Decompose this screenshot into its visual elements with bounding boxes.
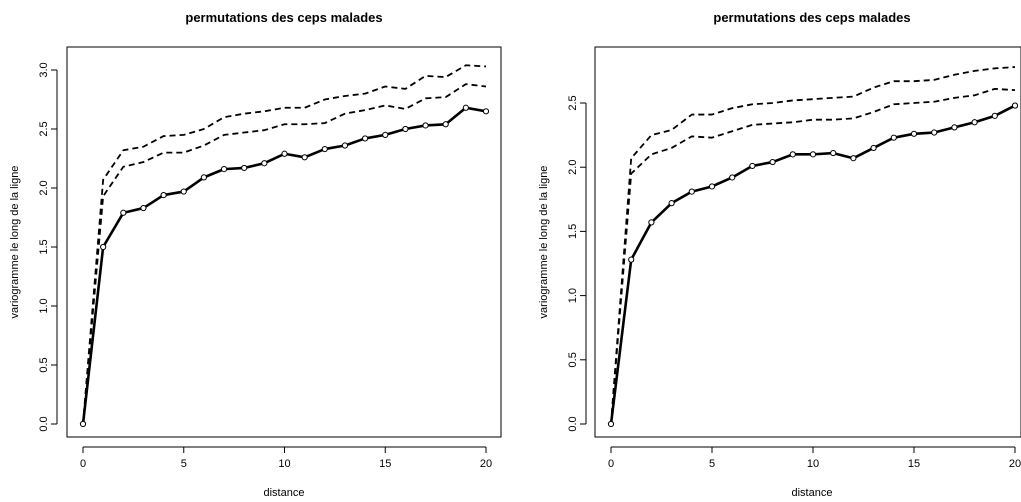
x-tick-label-2-1: 5 (709, 458, 715, 470)
data-point-2-16 (931, 129, 938, 136)
y-axis-label-2: variogramme le long de la ligne (538, 166, 550, 319)
data-point-1-16 (402, 125, 409, 133)
chart-title-2: permutations des ceps malades (713, 10, 910, 25)
data-point-1-5 (180, 188, 187, 195)
data-point-1-12 (321, 145, 328, 153)
data-point-2-5 (708, 183, 716, 190)
data-point-1-1 (100, 243, 107, 251)
x-axis-label-1: distance (264, 487, 305, 499)
series-lower-line-2 (610, 87, 1016, 425)
data-point-2-4 (688, 188, 695, 195)
x-tick-label-2-4: 20 (1009, 458, 1021, 470)
y-tick-label-2-4: 2.0 (567, 160, 579, 175)
data-point-2-9 (789, 151, 796, 158)
data-point-1-6 (200, 174, 207, 181)
plot-frame-1 (66, 46, 502, 438)
data-point-1-17 (422, 122, 429, 129)
data-point-2-11 (830, 149, 837, 157)
data-point-2-20 (1011, 102, 1019, 109)
x-tick-label-2-0: 0 (608, 458, 614, 470)
data-point-2-15 (910, 130, 918, 137)
data-point-2-0 (607, 420, 615, 428)
data-point-1-9 (261, 160, 268, 167)
data-point-2-7 (749, 162, 756, 170)
x-tick-label-2-3: 15 (908, 458, 920, 470)
data-point-1-0 (79, 420, 87, 428)
chart-panel-2: permutations des ceps malades distance v… (538, 10, 1021, 499)
data-point-1-3 (140, 204, 147, 212)
x-tick-label-1-3: 15 (379, 458, 391, 470)
data-point-1-4 (160, 191, 167, 199)
series-upper-line-1 (82, 64, 487, 425)
y-tick-label-1-5: 2.5 (38, 121, 50, 136)
y-tick-label-2-5: 2.5 (567, 95, 579, 110)
chart-panel-1: permutations des ceps malades distance v… (9, 10, 502, 499)
data-point-1-20 (482, 108, 490, 115)
data-point-2-13 (870, 144, 877, 152)
data-point-1-18 (442, 121, 449, 128)
x-tick-label-1-2: 10 (278, 458, 290, 470)
x-tick-label-1-1: 5 (181, 458, 187, 470)
data-point-1-11 (301, 154, 308, 161)
data-point-1-7 (220, 166, 228, 173)
chart-title-1: permutations des ceps malades (185, 10, 382, 25)
x-axis-label-2: distance (792, 487, 833, 499)
data-point-1-8 (241, 164, 248, 172)
data-point-2-8 (769, 158, 776, 166)
y-tick-label-1-0: 0.0 (38, 416, 50, 431)
data-point-2-19 (991, 112, 998, 119)
y-tick-label-2-0: 0.0 (567, 416, 579, 431)
data-point-1-15 (382, 131, 389, 138)
x-tick-label-1-0: 0 (80, 458, 86, 470)
data-point-1-10 (281, 150, 288, 157)
x-tick-label-2-2: 10 (807, 458, 819, 470)
x-tick-label-1-4: 20 (480, 458, 492, 470)
y-tick-label-1-1: 0.5 (38, 357, 50, 372)
y-tick-label-1-2: 1.0 (38, 298, 50, 313)
plot-marks-1: 0 5 10 15 20 0.0 0.5 1.0 1.5 2.0 2.5 3.0 (38, 62, 492, 470)
data-point-2-10 (809, 151, 817, 158)
data-point-2-17 (951, 124, 958, 131)
y-tick-label-1-4: 2.0 (38, 180, 50, 195)
data-point-2-18 (971, 119, 978, 126)
y-tick-label-1-3: 1.5 (38, 239, 50, 254)
y-axis-label-1: variogramme le long de la ligne (9, 166, 21, 319)
data-point-2-1 (628, 256, 635, 263)
series-upper-line-2 (610, 66, 1016, 425)
data-point-2-6 (729, 174, 736, 181)
plot-frame-2 (594, 46, 1021, 438)
data-point-2-12 (850, 155, 857, 162)
data-point-1-19 (462, 104, 469, 111)
y-tick-label-2-1: 0.5 (567, 352, 579, 367)
data-point-1-13 (341, 142, 349, 149)
data-point-1-14 (362, 135, 369, 142)
data-point-2-2 (648, 219, 655, 226)
y-tick-label-2-2: 1.0 (567, 288, 579, 303)
data-point-2-3 (668, 200, 675, 207)
data-point-1-2 (120, 209, 127, 216)
series-lower-line-1 (82, 83, 487, 425)
y-tick-label-1-6: 3.0 (38, 62, 50, 77)
data-point-2-14 (890, 134, 897, 141)
plot-marks-2: 0 5 10 15 20 0.0 0.5 1.0 1.5 2.0 2.5 (567, 66, 1021, 470)
y-tick-label-2-3: 1.5 (567, 224, 579, 239)
